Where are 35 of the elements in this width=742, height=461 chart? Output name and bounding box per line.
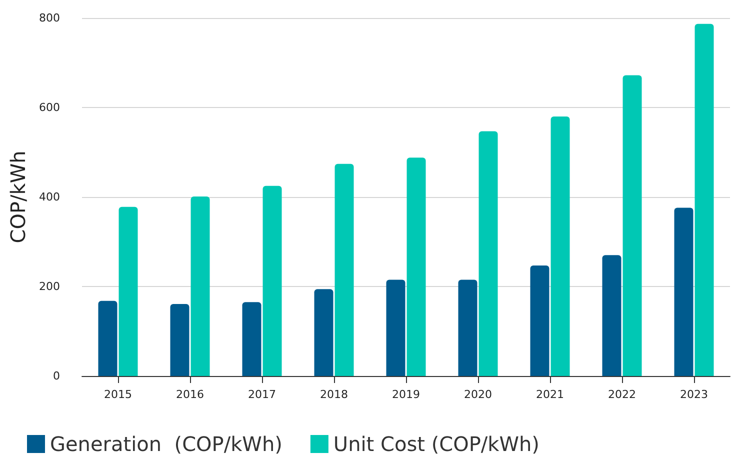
bar (674, 208, 694, 376)
bar (406, 158, 426, 376)
bar (386, 280, 406, 376)
bar (694, 24, 714, 376)
x-tick-label: 2020 (464, 388, 492, 401)
x-tick-label: 2022 (608, 388, 636, 401)
bar (314, 289, 334, 376)
bar (190, 196, 210, 376)
x-tick-label: 2015 (104, 388, 132, 401)
y-axis-title: COP/kWh (6, 150, 30, 244)
bar (458, 280, 478, 376)
bar (602, 255, 622, 376)
y-tick-label: 600 (39, 101, 60, 114)
bar (530, 265, 550, 376)
x-tick-label: 2018 (320, 388, 348, 401)
bar (622, 75, 642, 376)
bar (262, 186, 282, 376)
x-tick-label: 2019 (392, 388, 420, 401)
legend-label: Unit Cost (COP/kWh) (333, 432, 540, 456)
x-tick-label: 2017 (248, 388, 276, 401)
bar (550, 116, 570, 376)
bar (334, 164, 354, 376)
bar (98, 300, 118, 376)
bar (242, 302, 262, 376)
y-tick-label: 800 (39, 12, 60, 24)
bar (118, 206, 138, 376)
x-tick-label: 2023 (680, 388, 708, 401)
bar (478, 131, 498, 376)
legend-label: Generation (COP/kWh) (50, 432, 282, 456)
y-tick-label: 200 (39, 280, 60, 293)
bar (170, 304, 190, 376)
x-tick-label: 2021 (536, 388, 564, 401)
x-tick-label: 2016 (176, 388, 204, 401)
y-tick-label: 0 (53, 370, 60, 382)
y-tick-label: 400 (39, 190, 60, 204)
